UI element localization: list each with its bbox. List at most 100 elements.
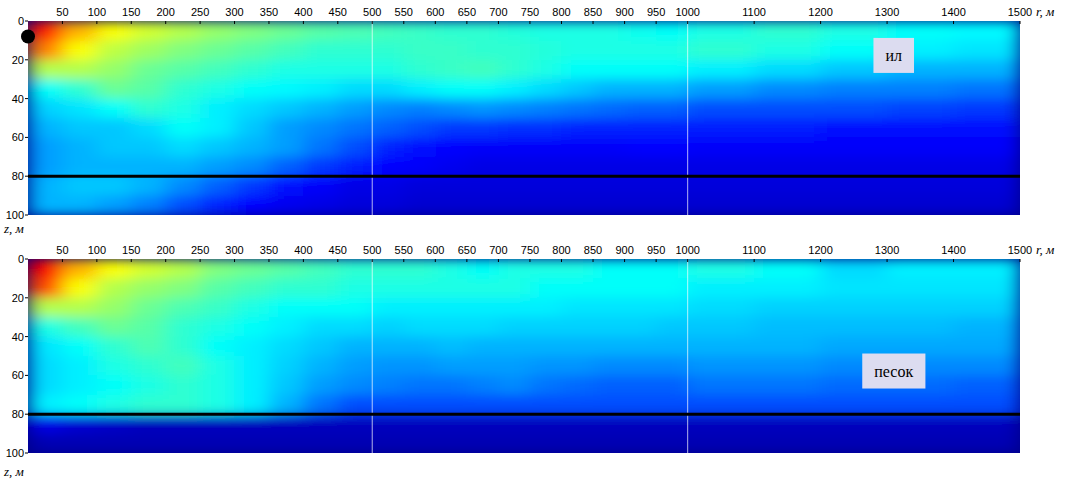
x-tick-label: 800 (552, 6, 570, 18)
heatmap-cell (593, 337, 625, 357)
x-tick (96, 259, 97, 262)
x-tick (303, 21, 304, 24)
heatmap-cell (530, 375, 562, 395)
heatmap-cell (954, 60, 1020, 80)
heatmap-cell (303, 60, 338, 80)
heatmap-cell (97, 356, 132, 376)
heatmap-cell (625, 196, 657, 215)
heatmap-cell (754, 259, 821, 279)
x-tick-label: 1500 (1008, 6, 1032, 18)
x-tick-label: 700 (489, 6, 507, 18)
heatmap-cell (498, 259, 530, 279)
heatmap-cell (593, 434, 625, 453)
heatmap-cell (62, 157, 97, 177)
heatmap-cell (372, 337, 404, 357)
heatmap-cells (28, 21, 1020, 215)
heatmap-cell (435, 40, 467, 60)
y-tick (25, 297, 28, 298)
heatmap-cell (498, 356, 530, 376)
heatmap-cell (593, 356, 625, 376)
y-tick-label: 80 (12, 408, 24, 420)
heatmap-cell (28, 99, 63, 119)
heatmap-cell (338, 414, 373, 434)
heatmap-cell (435, 317, 467, 337)
heatmap-cell (131, 356, 166, 376)
x-tick (200, 21, 201, 24)
heatmap-cell (498, 118, 530, 138)
heatmap-cell (372, 79, 404, 99)
heatmap-cell (435, 79, 467, 99)
bottom-boundary (28, 175, 1020, 178)
heatmap-cell (435, 99, 467, 119)
heatmap-cell (97, 176, 132, 196)
heatmap-cell (435, 118, 467, 138)
heatmap-cell (498, 375, 530, 395)
heatmap-cell (404, 278, 436, 298)
x-tick (754, 259, 755, 262)
heatmap-cell (62, 40, 97, 60)
x-axis-label: r, м (1036, 4, 1054, 19)
heatmap-cell (28, 434, 63, 453)
heatmap-cell (97, 434, 132, 453)
annotation-box (873, 38, 914, 73)
heatmap-cell (887, 99, 954, 119)
heatmap-cell (593, 375, 625, 395)
x-tick-label: 200 (157, 6, 175, 18)
y-tick (25, 137, 28, 138)
heatmap-cell (28, 337, 63, 357)
heatmap-cell (754, 176, 821, 196)
x-tick-label: 950 (647, 244, 665, 256)
heatmap-cell (954, 356, 1020, 376)
y-tick-label: 60 (12, 131, 24, 143)
heatmap-cell (166, 118, 201, 138)
heatmap-cell (498, 434, 530, 453)
heatmap-cell (372, 137, 404, 157)
heatmap-cell (131, 375, 166, 395)
heatmap-cell (404, 317, 436, 337)
x-tick (656, 259, 657, 262)
y-tick-label: 0 (18, 15, 24, 27)
heatmap-cell (656, 99, 688, 119)
heatmap-cell (303, 21, 338, 41)
heatmap-cell (561, 337, 593, 357)
heatmap-cell (435, 60, 467, 80)
heatmap-cell (821, 414, 888, 434)
heatmap-cell (821, 259, 888, 279)
heatmap-cell (821, 79, 888, 99)
heatmap-cell (821, 434, 888, 453)
y-tick-label: 20 (12, 292, 24, 304)
x-tick (268, 21, 269, 24)
heatmap-cell (235, 60, 270, 80)
heatmap-cell (404, 118, 436, 138)
heatmap-cell (166, 60, 201, 80)
heatmap-cell (62, 337, 97, 357)
x-tick (303, 259, 304, 262)
heatmap-cell (200, 395, 235, 415)
heatmap-cell (754, 40, 821, 60)
heatmap-cell (656, 317, 688, 337)
y-tick (25, 453, 28, 454)
heatmap-cell (200, 176, 235, 196)
heatmap-cell (688, 298, 755, 318)
heatmap-cell (269, 157, 304, 177)
heatmap-cell (235, 79, 270, 99)
heatmap-cell (269, 298, 304, 318)
heatmap-cell (498, 414, 530, 434)
heatmap-cell (530, 79, 562, 99)
x-tick (953, 21, 954, 24)
heatmap-cell (131, 395, 166, 415)
heatmap-cell (131, 176, 166, 196)
heatmap-cell (131, 278, 166, 298)
heatmap-cell (235, 137, 270, 157)
heatmap-cell (338, 118, 373, 138)
heatmap-cell (303, 79, 338, 99)
heatmap-cell (625, 118, 657, 138)
heatmap-cell (372, 60, 404, 80)
heatmap-cell (28, 196, 63, 215)
heatmap-cell (303, 40, 338, 60)
heatmap-cell (593, 21, 625, 41)
heatmap-cell (235, 278, 270, 298)
heatmap-cell (656, 21, 688, 41)
heatmap-cell (200, 196, 235, 215)
heatmap-cell (887, 298, 954, 318)
